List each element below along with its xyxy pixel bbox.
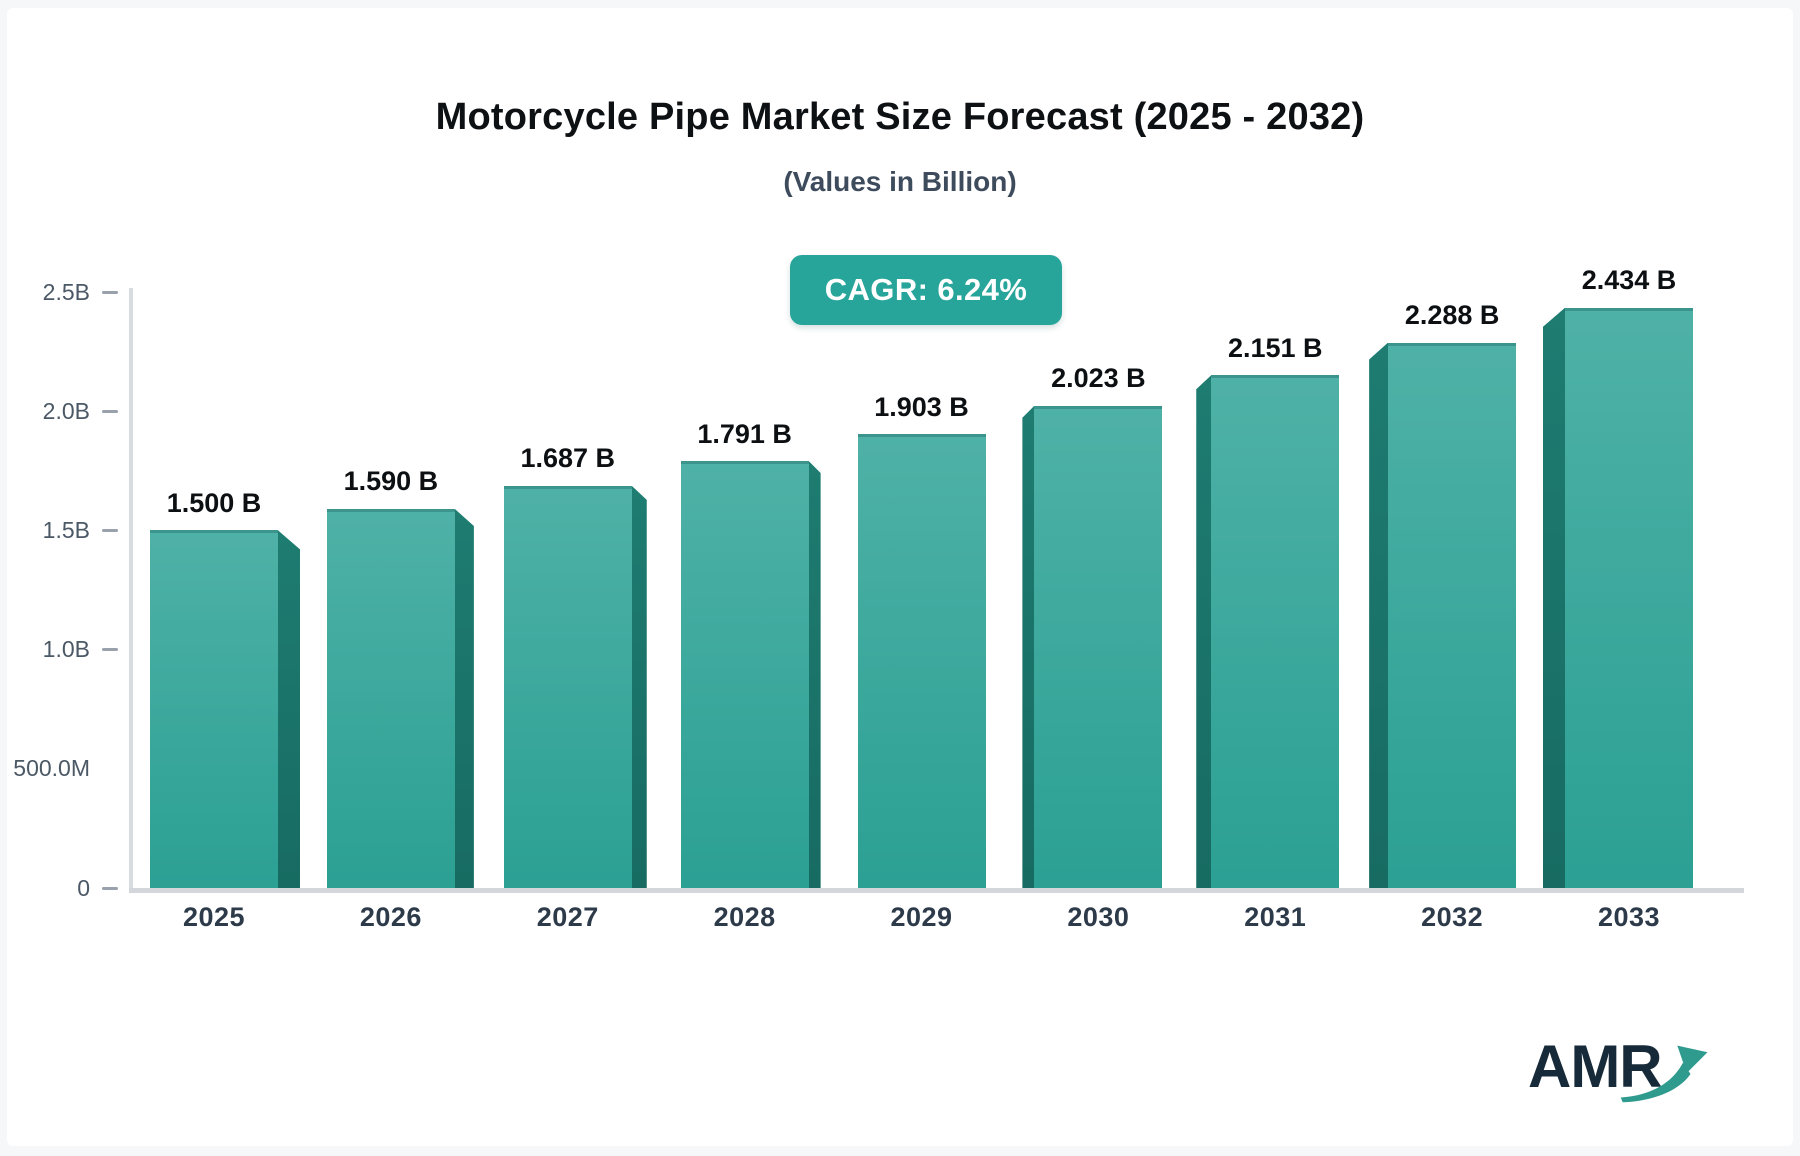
bar-2033: [1565, 307, 1693, 888]
bar-value-label-2027: 1.687 B: [520, 443, 616, 474]
amr-logo: AMR: [1528, 1032, 1718, 1110]
y-axis-tick-dash: [102, 409, 118, 413]
bar-value-label-2030: 2.023 B: [1051, 363, 1146, 394]
bar-value-label-2025: 1.500 B: [166, 487, 262, 518]
x-axis-label-2031: 2031: [1244, 901, 1307, 932]
y-axis-label: 500.0M: [13, 755, 90, 782]
y-axis-line: [129, 288, 133, 890]
bar-side-face-2032: [1369, 342, 1389, 888]
bar-2032: [1388, 342, 1517, 888]
bar-2025: [150, 530, 278, 888]
page-title: Motorcycle Pipe Market Size Forecast (20…: [435, 96, 1365, 138]
growth-arrow-icon: [1620, 1045, 1708, 1103]
bar-2027: [503, 485, 632, 888]
y-axis-tick-500.0M: 500.0M: [0, 755, 118, 783]
x-axis-label-2030: 2030: [1067, 901, 1130, 932]
y-axis-label: 2.5B: [42, 278, 90, 305]
bar-2031: [1211, 375, 1340, 888]
y-axis-label: 2.0B: [42, 397, 90, 424]
bar-side-face-2033: [1543, 307, 1565, 888]
y-axis-tick-0: 0: [0, 874, 118, 902]
bar-side-face-2031: [1196, 375, 1212, 888]
bar-2026: [326, 508, 455, 888]
x-axis-label-2025: 2025: [182, 901, 246, 932]
bar-side-face-2027: [631, 485, 647, 888]
bar-side-face-2026: [454, 508, 474, 888]
x-axis-label-2033: 2033: [1597, 901, 1661, 932]
bar-value-label-2033: 2.434 B: [1581, 265, 1677, 296]
x-axis-label-2028: 2028: [713, 901, 776, 932]
bar-value-label-2031: 2.151 B: [1227, 332, 1323, 363]
y-axis-tick-dash: [102, 290, 118, 294]
x-axis-label-2026: 2026: [359, 901, 422, 932]
bar-value-label-2032: 2.288 B: [1404, 300, 1500, 331]
bar-value-label-2029: 1.903 B: [874, 391, 969, 422]
x-axis-label-2032: 2032: [1421, 901, 1484, 932]
y-axis-label: 0: [77, 874, 90, 901]
chart-subtitle: (Values in Billion): [783, 166, 1017, 197]
bar-value-label-2026: 1.590 B: [343, 466, 439, 497]
bar-side-face-2028: [808, 461, 821, 888]
cagr-badge: CAGR: 6.24%: [790, 255, 1062, 325]
bar-side-face-2025: [278, 530, 300, 888]
y-axis-tick-2.5B: 2.5B: [0, 278, 118, 306]
x-axis-label-2027: 2027: [536, 901, 599, 932]
y-axis-label: 1.0B: [42, 636, 90, 663]
x-axis-label-2029: 2029: [890, 901, 953, 932]
bar-value-label-2028: 1.791 B: [697, 418, 792, 449]
y-axis-tick-1.5B: 1.5B: [0, 516, 118, 544]
bar-2030: [1034, 405, 1163, 888]
y-axis-tick-dash: [102, 648, 118, 652]
amr-logo-text: AMR: [1528, 1033, 1663, 1100]
y-axis-tick-2.0B: 2.0B: [0, 397, 118, 425]
y-axis-tick-dash: [102, 528, 118, 532]
y-axis-tick-1.0B: 1.0B: [0, 636, 118, 664]
bar-2029: [857, 434, 986, 888]
x-axis-baseline: [129, 888, 1744, 893]
bar-side-face-2030: [1022, 405, 1035, 888]
bar-2028: [680, 461, 809, 888]
y-axis-tick-dash: [102, 886, 118, 890]
y-axis-label: 1.5B: [42, 516, 90, 543]
